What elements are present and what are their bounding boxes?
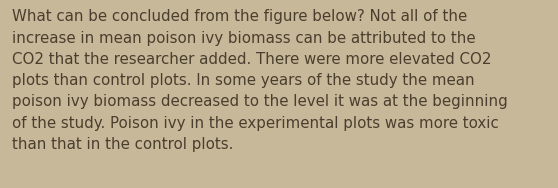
Text: What can be concluded from the figure below? Not all of the
increase in mean poi: What can be concluded from the figure be…	[12, 9, 508, 152]
